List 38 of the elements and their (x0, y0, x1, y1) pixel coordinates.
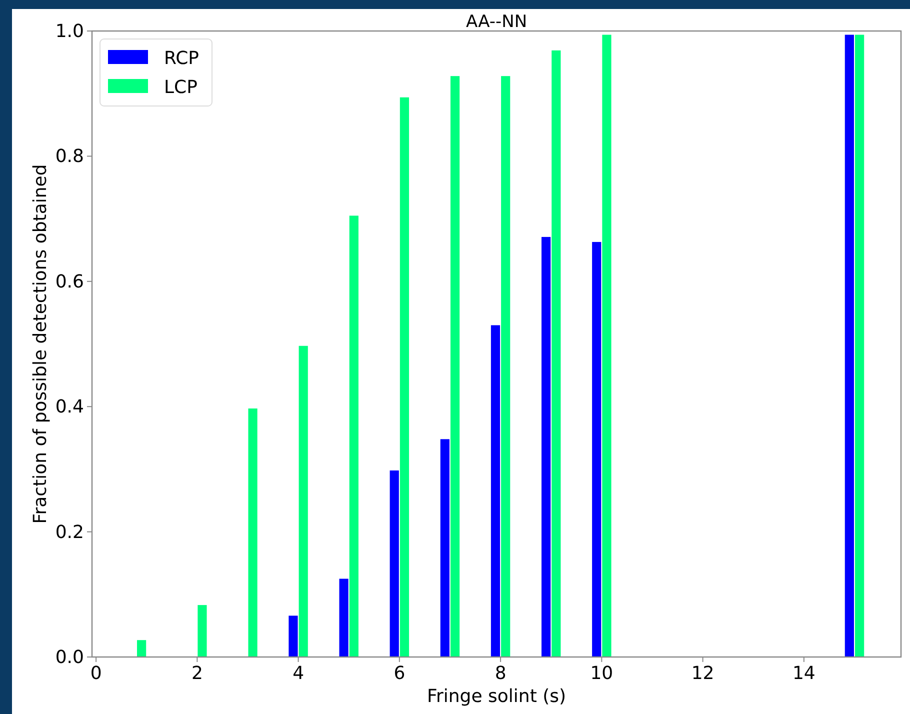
x-tick-label: 12 (691, 663, 714, 684)
bar (552, 50, 561, 657)
x-tick-label: 2 (191, 663, 203, 684)
bar (248, 408, 258, 657)
bar (298, 346, 308, 657)
x-tick-label: 14 (792, 663, 816, 684)
y-tick-label: 0.2 (55, 522, 84, 543)
x-tick-label: 4 (292, 663, 304, 684)
x-tick-label: 0 (90, 663, 102, 684)
x-tick-label: 10 (590, 663, 614, 684)
bar (542, 236, 551, 657)
y-axis-title: Fraction of possible detections obtained (30, 164, 51, 524)
chart-title: AA--NN (466, 12, 528, 32)
bar (400, 97, 410, 657)
bar (440, 439, 450, 657)
y-tick-label: 0.0 (55, 647, 84, 668)
bar (592, 242, 602, 657)
bar (198, 605, 207, 657)
x-tick-label: 8 (494, 663, 506, 684)
bar (288, 616, 298, 657)
bar (501, 76, 510, 657)
bar (339, 578, 348, 657)
bar (854, 34, 864, 657)
x-tick-label: 6 (394, 663, 406, 684)
bar (844, 34, 854, 657)
bar (349, 216, 358, 657)
y-tick-label: 0.4 (55, 396, 84, 418)
x-axis-title: Fringe solint (s) (426, 686, 566, 707)
y-tick-label: 0.6 (55, 271, 84, 292)
legend-label: RCP (164, 48, 200, 69)
legend-label: LCP (164, 77, 198, 98)
bar (390, 470, 399, 657)
bar (137, 640, 146, 657)
y-tick-label: 1.0 (55, 21, 84, 42)
bar (450, 76, 460, 657)
bar (602, 34, 612, 657)
bar (490, 325, 500, 657)
y-tick-label: 0.8 (55, 146, 84, 168)
